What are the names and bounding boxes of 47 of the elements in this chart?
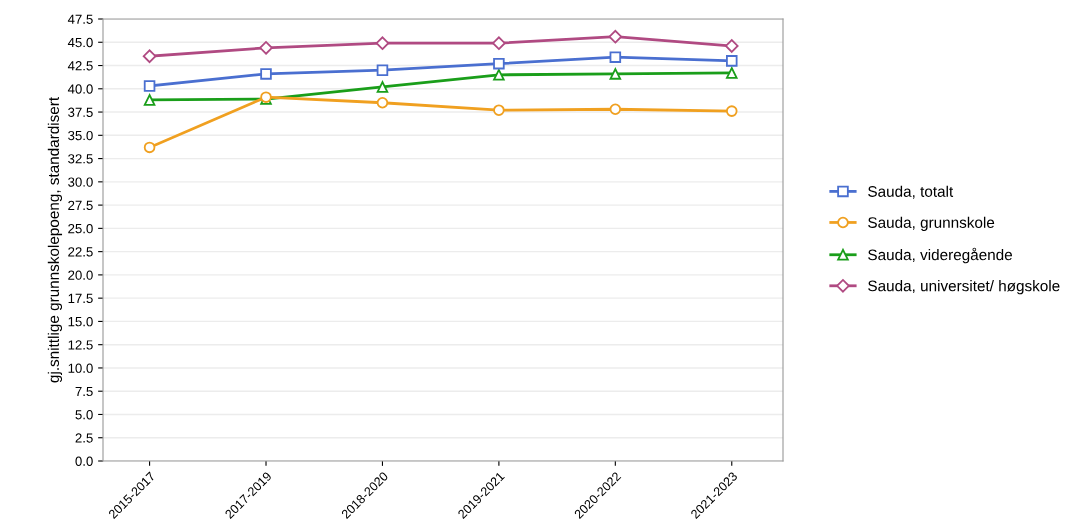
y-tick-label: 17.5	[68, 293, 93, 304]
point	[493, 57, 505, 70]
point	[259, 41, 273, 55]
point	[492, 36, 506, 50]
y-tick-label: 15.0	[68, 316, 93, 327]
point	[376, 96, 389, 109]
y-tick-label: 47.5	[67, 14, 93, 24]
y-tick-label: 22.5	[68, 247, 93, 257]
point	[493, 104, 505, 116]
y-tick-label: 42.5	[67, 61, 93, 71]
point	[726, 105, 738, 117]
y-tick-label: 5.0	[75, 410, 93, 420]
point	[609, 68, 622, 80]
point	[608, 29, 623, 44]
legend-label: Sauda, videregående	[868, 247, 1012, 264]
y-tick-label: 2.5	[75, 433, 93, 443]
legend-label: Sauda, totalt	[868, 185, 954, 199]
y-axis-title: gj.snittlige grunnskolepoeng, standardisert	[47, 97, 63, 383]
y-tick-label: 27.5	[68, 200, 93, 211]
point	[726, 55, 738, 67]
point	[143, 80, 156, 92]
point	[609, 51, 622, 63]
y-tick-label: 20.0	[68, 270, 93, 280]
legend-label: Sauda, universitet/ høgskole	[868, 280, 1060, 295]
y-tick-label: 35.0	[68, 130, 93, 141]
point	[375, 36, 390, 50]
y-tick-label: 10.0	[68, 363, 93, 373]
point	[142, 49, 157, 64]
y-tick-label: 12.5	[68, 340, 93, 350]
point	[143, 141, 156, 154]
point	[609, 103, 622, 116]
point	[726, 67, 738, 79]
point	[376, 64, 389, 76]
y-tick-label: 32.5	[68, 154, 93, 164]
point	[493, 69, 505, 81]
y-tick-label: 25.0	[68, 223, 93, 234]
y-tick-label: 37.5	[68, 107, 93, 117]
point	[376, 81, 389, 93]
y-tick-label: 30.0	[68, 177, 93, 187]
point	[260, 68, 272, 80]
point	[724, 39, 739, 53]
y-tick-label: 40.0	[67, 84, 93, 94]
y-tick-label: 0.0	[75, 456, 93, 466]
point	[143, 94, 156, 106]
y-tick-label: 7.5	[75, 386, 93, 397]
legend-label: Sauda, grunnskole	[868, 216, 995, 231]
y-tick-label: 45.0	[67, 37, 93, 48]
